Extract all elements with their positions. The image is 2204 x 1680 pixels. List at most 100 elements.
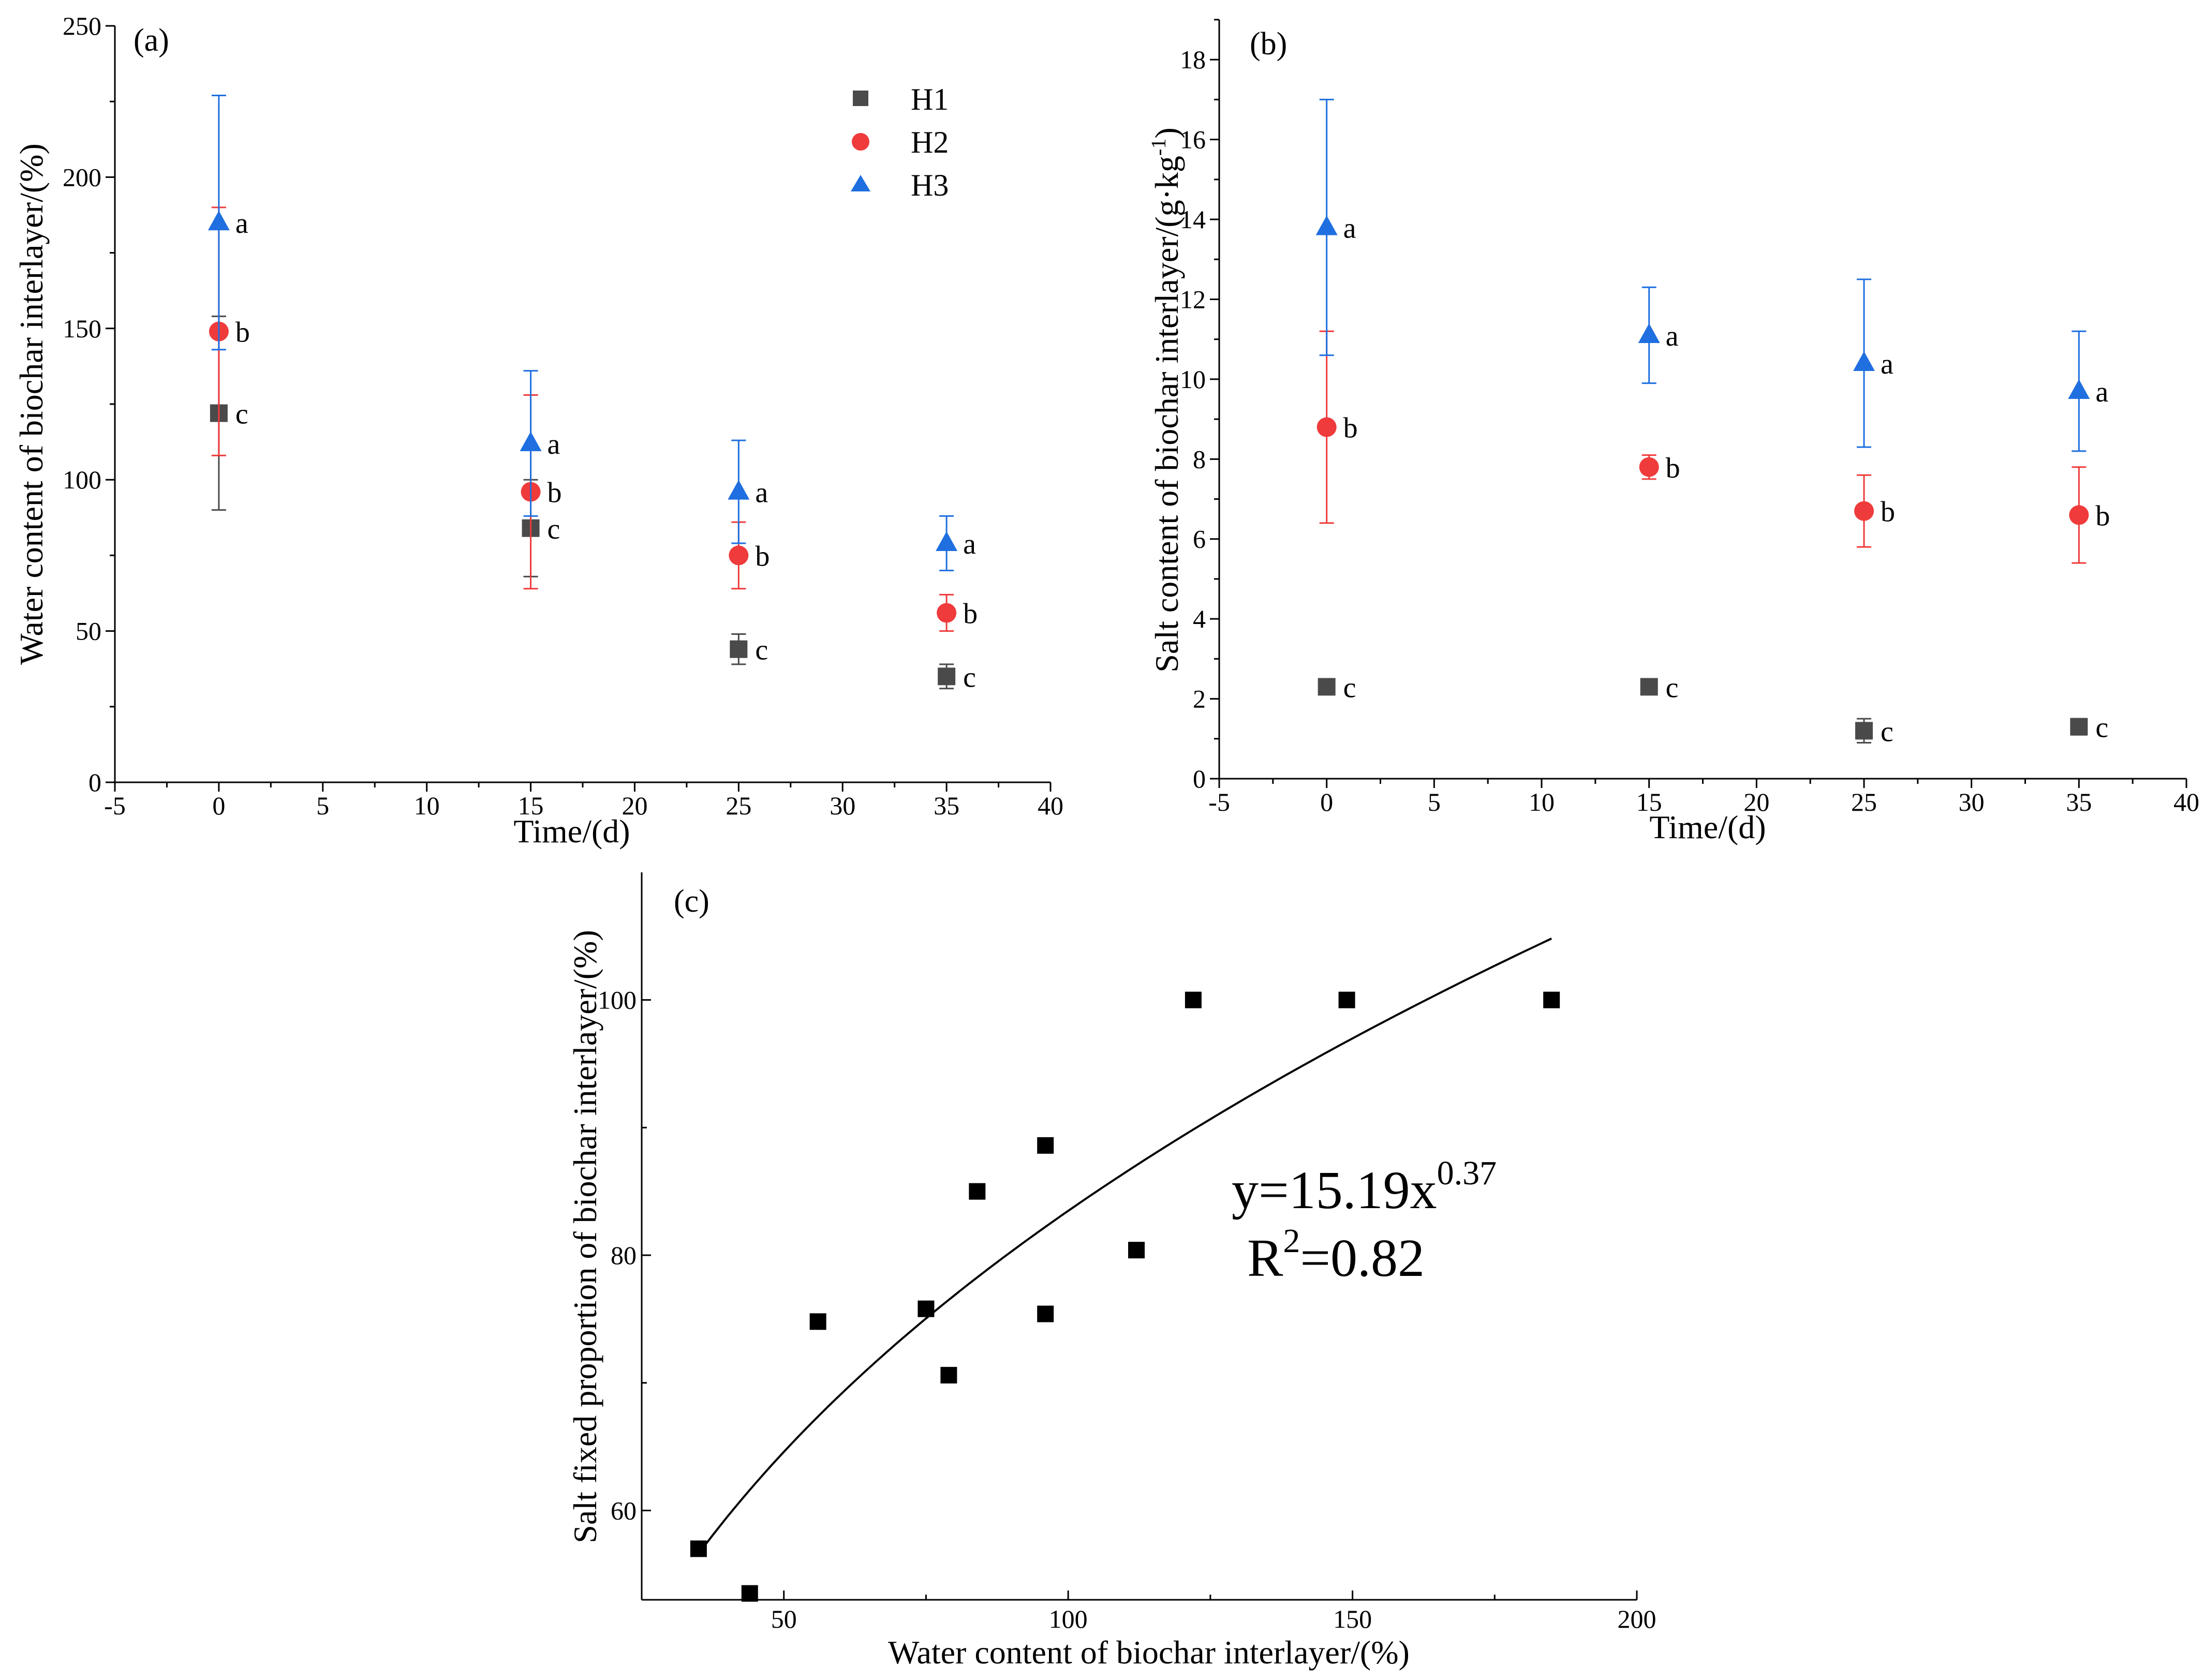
panel-c-label: (c) bbox=[674, 884, 709, 919]
panel-c-point bbox=[1185, 991, 1202, 1008]
panel-a-y-tick-label: 250 bbox=[63, 11, 101, 40]
panel-a-x-tick-label: -5 bbox=[104, 791, 126, 820]
panel-c-ylabel: Salt fixed proportion of biochar interla… bbox=[567, 930, 603, 1543]
panel-c-point bbox=[1037, 1137, 1054, 1154]
panel-a-h1-sig-label: c bbox=[963, 661, 976, 693]
panel-a-x-tick-label: 0 bbox=[212, 791, 225, 820]
panel-a-h3-sig-label: a bbox=[963, 528, 976, 560]
panel-a-h1-point bbox=[730, 640, 748, 658]
legend-marker-h1 bbox=[853, 91, 868, 106]
panel-b-h3-point bbox=[1853, 351, 1875, 371]
panel-c-xlabel: Water content of biochar interlayer/(%) bbox=[888, 1634, 1410, 1671]
panel-a-xlabel: Time/(d) bbox=[513, 813, 630, 850]
panel-c-y-tick-label: 80 bbox=[611, 1241, 637, 1270]
panel-b-h3-sig-label: a bbox=[1343, 212, 1356, 244]
panel-b-h1-point bbox=[1640, 678, 1658, 696]
panel-b-y-tick-label: 16 bbox=[1180, 125, 1206, 154]
panel-a-x-tick-label: 30 bbox=[830, 791, 855, 820]
panel-b-x-tick-label: 5 bbox=[1428, 787, 1441, 816]
panel-a-x-tick-label: 25 bbox=[726, 791, 751, 820]
panel-a-h3-point bbox=[728, 480, 750, 500]
legend: H1 H2 H3 bbox=[851, 82, 949, 202]
panel-b-label: (b) bbox=[1250, 26, 1287, 62]
panel-a-x-tick-label: 20 bbox=[622, 791, 647, 820]
panel-a-h2-sig-label: b bbox=[548, 477, 562, 509]
panel-c: 50 100 150 200 60 80 100 (c) Water content of… bbox=[567, 872, 1656, 1671]
panel-b-y-tick-label: 10 bbox=[1180, 365, 1206, 394]
fit-r2-superscript: 2 bbox=[1283, 1222, 1300, 1260]
panel-a-h3-point bbox=[208, 211, 230, 231]
panel-a-y-tick-label: 0 bbox=[88, 768, 101, 797]
panel-b-x-tick-label: 30 bbox=[1959, 787, 1985, 816]
panel-a-x-tick-label: 5 bbox=[316, 791, 329, 820]
panel-b-h2-point bbox=[1639, 457, 1659, 477]
legend-label-h3: H3 bbox=[911, 168, 949, 202]
panel-b-y-tick-label: 6 bbox=[1193, 525, 1206, 554]
panel-b-h2-point bbox=[1317, 417, 1337, 437]
panel-c-point bbox=[741, 1585, 758, 1602]
panel-a-h2-point bbox=[729, 545, 749, 566]
panel-b-h3-point bbox=[1315, 215, 1338, 235]
panel-b-h2-point bbox=[2069, 505, 2089, 525]
panel-b-h2-sig-label: b bbox=[1881, 496, 1895, 528]
panel-c-x-tick-label: 100 bbox=[1049, 1604, 1088, 1633]
panel-c-y-tick-label: 60 bbox=[611, 1496, 637, 1525]
panel-b-y-tick-label: 4 bbox=[1193, 604, 1206, 633]
panel-c-point bbox=[940, 1366, 957, 1384]
panel-a-y-tick-label: 200 bbox=[63, 162, 101, 191]
panel-b-y-tick-label: 2 bbox=[1193, 685, 1206, 713]
fit-curve bbox=[698, 938, 1552, 1555]
panel-c-point bbox=[969, 1183, 986, 1200]
panel-c-x-ticks: 50 100 150 200 bbox=[771, 1590, 1656, 1633]
panel-a-h1-sig-label: c bbox=[755, 634, 768, 666]
panel-c-y-tick-label: 100 bbox=[598, 986, 637, 1015]
panel-b-h1-point bbox=[1318, 678, 1336, 696]
panel-c-point bbox=[918, 1300, 935, 1317]
panel-c-y-ticks: 60 80 100 bbox=[598, 986, 651, 1525]
panel-c-point bbox=[1338, 991, 1355, 1008]
panel-c-point bbox=[809, 1313, 826, 1330]
panel-b-y-tick-label: 18 bbox=[1180, 45, 1206, 74]
panel-b-y-tick-label: 14 bbox=[1180, 205, 1206, 234]
panel-a-h2-point bbox=[937, 603, 957, 623]
legend-label-h1: H1 bbox=[911, 82, 949, 116]
panel-b-h1-sig-label: c bbox=[1343, 672, 1356, 704]
panel-a-h2-sig-label: b bbox=[755, 540, 770, 572]
panel-b-x-tick-label: -5 bbox=[1208, 787, 1230, 816]
fit-equation-exponent: 0.37 bbox=[1437, 1154, 1497, 1192]
panel-c-point bbox=[1037, 1305, 1054, 1322]
fit-r-squared: R2=0.82 bbox=[1247, 1222, 1425, 1288]
panel-b-x-tick-label: 35 bbox=[2066, 787, 2092, 816]
fit-r2-value: =0.82 bbox=[1300, 1228, 1425, 1288]
panel-a-h3-point bbox=[936, 531, 958, 552]
panel-b-h1-sig-label: c bbox=[1666, 672, 1679, 704]
panel-b-ylabel-main: Salt content of biochar interlayer/(g·kg bbox=[1148, 156, 1185, 673]
panel-c-point bbox=[1543, 991, 1560, 1008]
panel-a-x-tick-label: 35 bbox=[934, 791, 959, 820]
panel-a-h3-sig-label: a bbox=[755, 477, 768, 509]
panel-a-h3-sig-label: a bbox=[235, 207, 248, 240]
fit-r2-letter: R bbox=[1247, 1228, 1283, 1288]
panel-b-h2-sig-label: b bbox=[1666, 452, 1680, 484]
panel-a-x-tick-label: 10 bbox=[414, 791, 440, 820]
panel-b-x-tick-label: 15 bbox=[1636, 787, 1662, 816]
panel-a-y-tick-label: 100 bbox=[63, 465, 101, 494]
panel-a-h3-sig-label: a bbox=[548, 428, 560, 460]
panel-b-y-tick-label: 12 bbox=[1180, 285, 1206, 314]
legend-marker-h3 bbox=[851, 175, 870, 191]
panel-a-h2-sig-label: b bbox=[235, 317, 250, 349]
panel-b-xlabel: Time/(d) bbox=[1649, 809, 1766, 845]
panel-b-y-tick-label: 8 bbox=[1193, 444, 1206, 473]
panel-b-y-tick-label: 0 bbox=[1193, 764, 1206, 793]
legend-marker-h2 bbox=[852, 133, 869, 151]
panel-b-marks: c c c c b b b b a a a a bbox=[1315, 98, 2110, 748]
panel-a-ylabel: Water content of biochar interlayer/(%) bbox=[13, 143, 50, 665]
panel-c-x-tick-label: 200 bbox=[1618, 1604, 1656, 1633]
panel-a-x-tick-label: 15 bbox=[518, 791, 544, 820]
panel-a-h1-sig-label: c bbox=[235, 398, 248, 430]
panel-c-marks bbox=[690, 938, 1560, 1602]
panel-b-h3-sig-label: a bbox=[1666, 320, 1679, 352]
panel-a-y-tick-label: 50 bbox=[76, 617, 101, 646]
